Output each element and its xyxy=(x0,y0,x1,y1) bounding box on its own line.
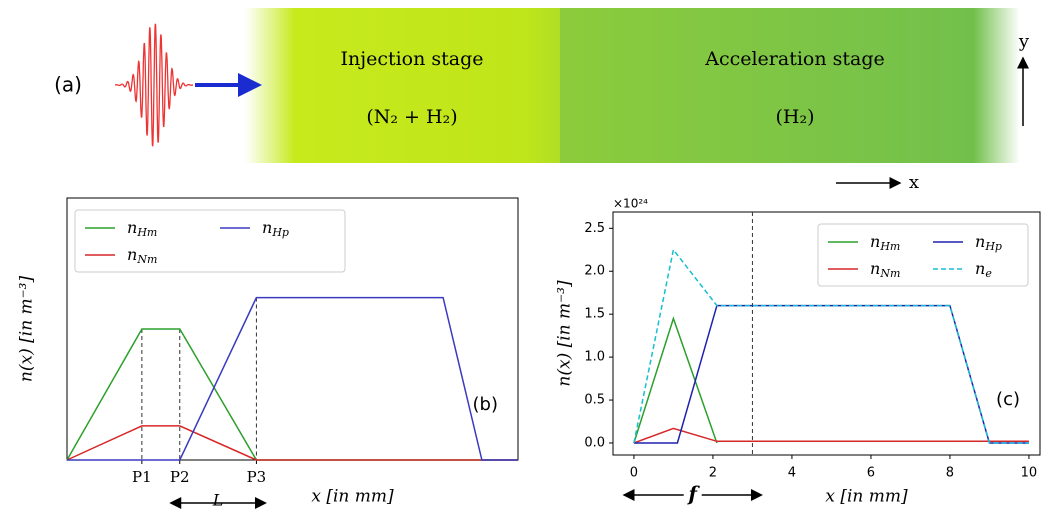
stage-gas: (N₂ + H₂) xyxy=(366,106,457,128)
legend-label: nNm xyxy=(127,245,157,267)
direction-label: y xyxy=(1018,31,1030,52)
acceleration-region xyxy=(560,8,1020,163)
y-tick-label: 0.5 xyxy=(584,393,605,408)
legend-box xyxy=(817,223,1029,287)
series-line xyxy=(633,427,1029,444)
series-line xyxy=(633,248,1029,444)
stage-title: Acceleration stage xyxy=(704,48,885,70)
x-tick-label: 4 xyxy=(788,466,796,481)
y-tick-label: 2.0 xyxy=(584,264,605,279)
panel-label: (a) xyxy=(54,73,82,97)
series-line xyxy=(66,328,518,461)
injection-region xyxy=(245,8,575,163)
x-tick-label: P3 xyxy=(247,468,267,486)
stage-title: Injection stage xyxy=(340,48,483,70)
series-line xyxy=(633,316,718,444)
x-axis-label: x [in mm] xyxy=(311,487,394,507)
legend-label: nHm xyxy=(870,232,900,254)
annotation-bg xyxy=(683,484,702,506)
stage-gas: (H₂) xyxy=(775,106,814,128)
y-tick-label: 1.5 xyxy=(584,307,605,322)
plot-frame xyxy=(612,211,1041,456)
laser-pulse xyxy=(115,23,193,147)
y-tick-label: 1.0 xyxy=(584,350,605,365)
y-tick-label: 0.0 xyxy=(584,435,605,450)
x-tick-label: 0 xyxy=(630,466,638,481)
legend-label: nHp xyxy=(262,218,289,240)
y-multiplier: ×10²⁴ xyxy=(613,197,648,211)
legend-label: nHm xyxy=(127,218,157,240)
legend-label: nHp xyxy=(975,232,1002,254)
annotation-label: f xyxy=(686,482,700,506)
x-tick-label: 10 xyxy=(1021,466,1038,481)
series-line xyxy=(67,296,518,461)
annotation-label: L xyxy=(212,491,224,510)
legend-label: ne xyxy=(975,259,992,281)
x-axis-label: x [in mm] xyxy=(825,487,908,507)
x-tick-label: P1 xyxy=(132,468,152,486)
legend-label: nNm xyxy=(870,259,900,281)
x-tick-label: 8 xyxy=(946,466,954,481)
y-axis-label: n(x) [in m⁻³] xyxy=(555,280,575,387)
x-tick-label: 6 xyxy=(867,466,875,481)
y-axis-label: n(x) [in m⁻³] xyxy=(17,276,37,383)
direction-label: x xyxy=(909,172,919,193)
panel-label: (b) xyxy=(473,394,498,415)
y-tick-label: 2.5 xyxy=(584,221,605,236)
panel-label: (c) xyxy=(996,389,1020,410)
series-line xyxy=(66,425,518,461)
x-tick-label: 2 xyxy=(709,466,717,481)
legend-box xyxy=(74,209,346,273)
x-tick-label: P2 xyxy=(170,468,190,486)
